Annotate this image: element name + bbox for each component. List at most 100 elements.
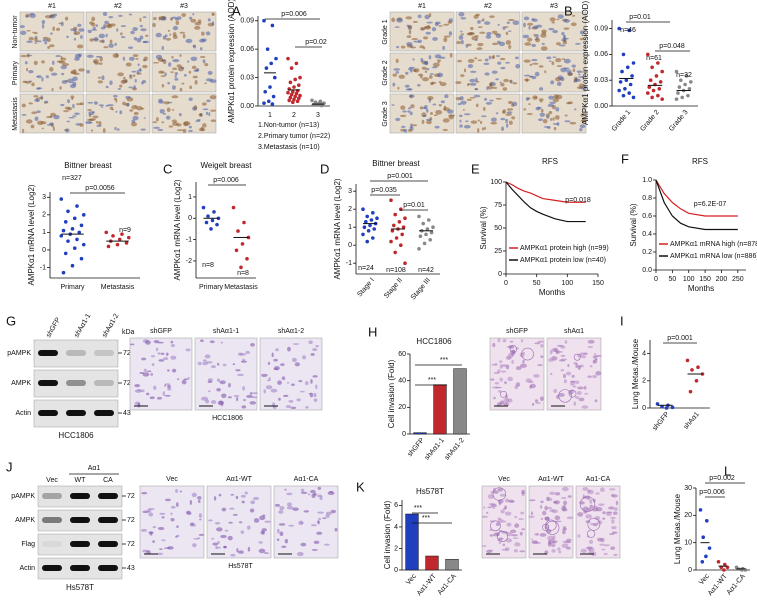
texture bbox=[492, 42, 499, 46]
texture bbox=[136, 38, 142, 43]
texture bbox=[49, 67, 54, 72]
data-point bbox=[646, 91, 650, 95]
texture bbox=[26, 53, 30, 58]
texture bbox=[469, 97, 476, 99]
data-point bbox=[375, 216, 379, 220]
texture bbox=[151, 362, 155, 367]
data-point bbox=[686, 93, 690, 98]
texture bbox=[325, 514, 330, 518]
texture bbox=[236, 548, 239, 553]
texture bbox=[553, 126, 557, 131]
texture bbox=[242, 399, 246, 401]
texture bbox=[534, 342, 541, 345]
texture bbox=[551, 348, 558, 352]
texture bbox=[238, 521, 243, 524]
x-tick-label: Metastasis bbox=[224, 284, 258, 291]
texture bbox=[122, 56, 126, 61]
texture bbox=[194, 80, 198, 85]
texture bbox=[483, 62, 490, 65]
annotation: n=327 bbox=[62, 175, 82, 182]
texture bbox=[579, 127, 583, 132]
texture bbox=[587, 339, 595, 344]
texture bbox=[497, 61, 502, 65]
texture bbox=[28, 70, 34, 74]
texture bbox=[497, 23, 500, 26]
texture bbox=[66, 35, 69, 39]
texture bbox=[481, 545, 487, 547]
marker-label: 43 bbox=[123, 410, 131, 417]
lane-group-label: Aα1 bbox=[88, 465, 101, 472]
texture bbox=[258, 541, 263, 544]
texture bbox=[52, 26, 55, 31]
texture bbox=[70, 84, 77, 89]
lane-label: WT bbox=[75, 477, 87, 484]
texture bbox=[561, 543, 569, 549]
annotation: n=108 bbox=[386, 267, 406, 274]
texture bbox=[155, 32, 162, 38]
texture bbox=[258, 548, 266, 554]
texture bbox=[455, 81, 462, 85]
texture bbox=[408, 94, 415, 98]
texture bbox=[165, 115, 171, 120]
texture bbox=[477, 59, 483, 62]
texture bbox=[527, 37, 533, 42]
texture bbox=[230, 553, 236, 557]
texture bbox=[491, 86, 498, 89]
texture bbox=[431, 66, 438, 69]
y-tick-label: 2 bbox=[42, 212, 46, 219]
texture bbox=[171, 55, 174, 59]
texture bbox=[525, 378, 532, 383]
texture bbox=[216, 527, 223, 532]
x-tick-label: 250 bbox=[732, 276, 744, 283]
texture bbox=[573, 78, 581, 82]
texture bbox=[163, 547, 171, 549]
data-point bbox=[690, 368, 694, 372]
texture bbox=[459, 96, 464, 101]
column-label: #2 bbox=[484, 3, 492, 10]
texture bbox=[589, 499, 593, 504]
texture bbox=[33, 95, 39, 98]
texture bbox=[188, 129, 193, 132]
texture bbox=[575, 380, 580, 384]
texture bbox=[505, 40, 512, 45]
texture bbox=[152, 22, 156, 28]
texture bbox=[533, 374, 540, 378]
column-label: #3 bbox=[180, 3, 188, 10]
texture bbox=[220, 534, 227, 539]
texture bbox=[406, 44, 412, 48]
texture bbox=[519, 531, 523, 536]
texture bbox=[179, 490, 183, 493]
texture bbox=[241, 500, 245, 504]
texture bbox=[497, 338, 501, 343]
texture bbox=[34, 116, 39, 122]
texture bbox=[37, 120, 44, 126]
texture bbox=[108, 43, 114, 48]
x-tick-label: 200 bbox=[716, 276, 728, 283]
texture bbox=[115, 53, 119, 58]
panel-title: Bittner breast bbox=[64, 161, 112, 170]
texture bbox=[265, 385, 273, 390]
texture bbox=[47, 37, 51, 43]
texture bbox=[582, 506, 589, 512]
texture bbox=[499, 493, 507, 497]
texture bbox=[508, 499, 515, 503]
texture bbox=[199, 518, 202, 521]
texture bbox=[573, 353, 581, 361]
texture bbox=[426, 118, 432, 121]
texture bbox=[588, 490, 591, 493]
texture bbox=[575, 363, 579, 369]
texture bbox=[508, 30, 512, 33]
texture bbox=[76, 44, 84, 49]
texture bbox=[530, 538, 533, 541]
texture bbox=[140, 389, 145, 393]
texture bbox=[432, 36, 438, 41]
texture bbox=[170, 505, 176, 509]
texture bbox=[55, 54, 61, 57]
texture bbox=[170, 71, 174, 74]
texture bbox=[200, 339, 204, 342]
texture bbox=[142, 40, 150, 44]
texture bbox=[73, 72, 80, 75]
texture bbox=[316, 531, 323, 535]
texture bbox=[270, 388, 278, 393]
data-point bbox=[215, 222, 219, 227]
